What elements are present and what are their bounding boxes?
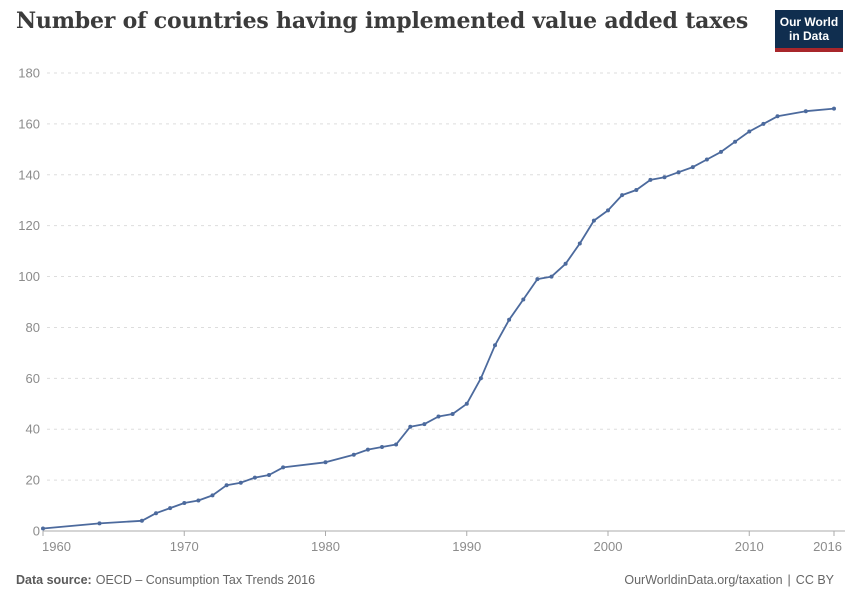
- data-point: [549, 274, 554, 279]
- data-point: [436, 414, 441, 419]
- data-point: [224, 483, 229, 488]
- data-point: [408, 424, 413, 429]
- data-point: [323, 460, 328, 465]
- y-axis-tick-label: 120: [18, 218, 40, 233]
- x-axis-tick-label: 1990: [452, 539, 481, 554]
- data-point: [648, 177, 653, 182]
- data-point: [210, 493, 215, 498]
- data-point: [521, 297, 526, 302]
- y-axis-tick-label: 60: [26, 371, 40, 386]
- owid-logo[interactable]: Our World in Data: [775, 10, 843, 52]
- data-point: [606, 208, 610, 213]
- data-point: [238, 480, 243, 485]
- owid-logo-line1: Our World: [779, 15, 839, 29]
- data-point: [97, 521, 102, 526]
- x-axis-tick-label: 1960: [42, 539, 71, 554]
- data-point: [139, 518, 144, 523]
- data-point: [747, 129, 752, 134]
- data-source: Data source: OECD – Consumption Tax Trend…: [16, 573, 315, 587]
- data-point: [577, 241, 582, 246]
- data-point: [196, 498, 201, 503]
- license-link[interactable]: CC BY: [795, 573, 834, 587]
- data-point: [464, 401, 469, 406]
- data-point: [690, 165, 695, 170]
- y-axis-tick-label: 40: [26, 422, 40, 437]
- x-axis-tick-label: 1970: [170, 539, 199, 554]
- data-point: [154, 511, 158, 516]
- data-point: [563, 261, 568, 266]
- attribution: OurWorldinData.org/taxation | CC BY: [624, 573, 834, 587]
- data-point: [41, 526, 45, 531]
- page-title: Number of countries having implemented v…: [16, 8, 749, 34]
- x-axis-tick-label: 2000: [594, 539, 623, 554]
- data-point: [704, 157, 709, 162]
- data-point: [182, 501, 187, 505]
- data-point: [394, 442, 399, 447]
- data-point: [281, 465, 286, 470]
- y-axis-tick-label: 180: [18, 66, 40, 81]
- y-axis-tick-label: 160: [18, 116, 40, 131]
- data-point: [450, 412, 455, 416]
- y-axis-tick-label: 100: [18, 269, 40, 284]
- y-axis-tick-label: 20: [26, 473, 40, 488]
- data-point: [365, 447, 370, 452]
- data-point: [478, 376, 483, 381]
- data-point: [662, 175, 667, 180]
- data-point: [761, 121, 766, 126]
- data-point: [719, 149, 723, 154]
- x-axis-tick-label: 2016: [813, 539, 842, 554]
- data-point: [351, 452, 356, 457]
- data-source-value: OECD – Consumption Tax Trends 2016: [95, 573, 316, 587]
- data-point: [803, 109, 808, 114]
- data-point: [775, 114, 780, 119]
- data-point: [168, 506, 173, 511]
- data-point: [832, 106, 836, 111]
- owid-logo-line2: in Data: [788, 29, 829, 44]
- data-point: [733, 139, 738, 144]
- data-point: [493, 343, 497, 348]
- data-line: [42, 107, 835, 530]
- data-source-label: Data source:: [16, 573, 92, 587]
- y-axis-tick-label: 80: [26, 320, 40, 335]
- chart-footer: Data source: OECD – Consumption Tax Trend…: [16, 573, 834, 587]
- data-point: [620, 193, 625, 198]
- data-point: [422, 422, 427, 427]
- data-point: [634, 188, 639, 192]
- y-axis-tick-label: 140: [18, 167, 40, 182]
- data-point: [591, 218, 596, 223]
- attribution-link[interactable]: OurWorldinData.org/taxation: [624, 573, 783, 587]
- data-point: [507, 317, 512, 322]
- data-point: [535, 277, 540, 282]
- y-axis-tick-label: 0: [33, 524, 40, 539]
- data-point: [380, 445, 384, 449]
- x-axis-tick-label: 2010: [735, 539, 764, 554]
- attribution-separator: |: [787, 573, 791, 587]
- data-point: [267, 473, 271, 477]
- data-point: [676, 170, 681, 175]
- x-axis-tick-label: 1980: [311, 539, 340, 554]
- data-point: [252, 475, 257, 480]
